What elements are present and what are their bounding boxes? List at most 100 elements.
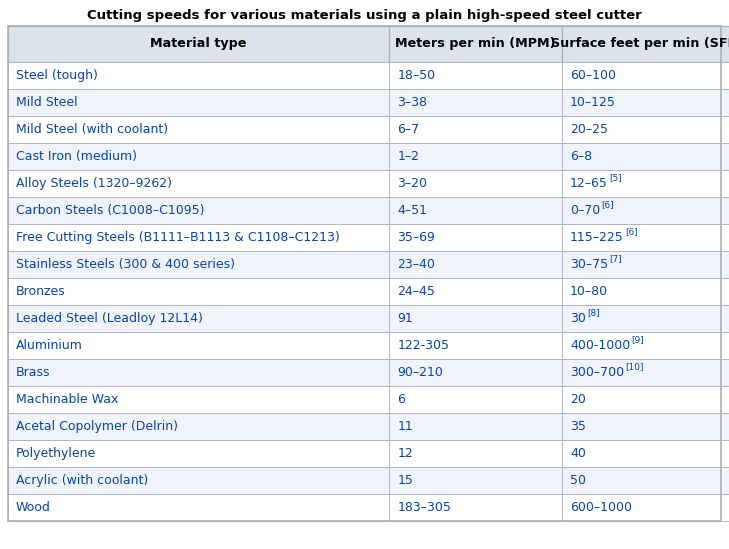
Bar	[8, 62, 389, 89]
Text: 122-305: 122-305	[397, 339, 450, 352]
Text: 115–225: 115–225	[570, 231, 624, 244]
Bar	[389, 413, 562, 440]
Bar	[8, 143, 389, 170]
Text: Cutting speeds for various materials using a plain high-speed steel cutter: Cutting speeds for various materials usi…	[87, 8, 642, 21]
Bar	[562, 305, 729, 332]
Bar	[389, 251, 562, 278]
Text: 35–69: 35–69	[397, 231, 435, 244]
Bar	[562, 26, 729, 62]
Text: 30: 30	[570, 312, 586, 325]
Bar	[8, 413, 389, 440]
Bar	[389, 278, 562, 305]
Text: 60–100: 60–100	[570, 69, 616, 82]
Text: Meters per min (MPM): Meters per min (MPM)	[395, 37, 556, 51]
Bar	[389, 359, 562, 386]
Text: Acrylic (with coolant): Acrylic (with coolant)	[16, 474, 148, 487]
Bar	[8, 89, 389, 116]
Bar	[8, 26, 389, 62]
Text: 12–65: 12–65	[570, 177, 608, 190]
Bar	[8, 224, 389, 251]
Text: Aluminium: Aluminium	[16, 339, 83, 352]
Bar	[562, 494, 729, 521]
Text: Brass: Brass	[16, 366, 50, 379]
Bar	[8, 197, 389, 224]
Text: Bronzes: Bronzes	[16, 285, 66, 298]
Bar	[562, 278, 729, 305]
Text: 11: 11	[397, 420, 413, 433]
Text: [6]: [6]	[625, 227, 637, 236]
Text: [9]: [9]	[631, 335, 644, 344]
Bar	[8, 386, 389, 413]
Bar	[8, 170, 389, 197]
Text: Surface feet per min (SFM): Surface feet per min (SFM)	[550, 37, 729, 51]
Text: 400-1000: 400-1000	[570, 339, 631, 352]
Bar	[562, 359, 729, 386]
Text: Machinable Wax: Machinable Wax	[16, 393, 118, 406]
Bar	[562, 251, 729, 278]
Text: 30–75: 30–75	[570, 258, 608, 271]
Text: 35: 35	[570, 420, 586, 433]
Bar	[8, 359, 389, 386]
Bar	[562, 386, 729, 413]
Text: 20–25: 20–25	[570, 123, 608, 136]
Bar	[389, 467, 562, 494]
Text: 6–8: 6–8	[570, 150, 592, 163]
Bar	[8, 467, 389, 494]
Text: 50: 50	[570, 474, 586, 487]
Text: 10–80: 10–80	[570, 285, 608, 298]
Bar	[389, 116, 562, 143]
Bar	[562, 224, 729, 251]
Text: 1–2: 1–2	[397, 150, 419, 163]
Bar	[8, 278, 389, 305]
Text: Wood: Wood	[16, 501, 51, 514]
Text: Material type: Material type	[150, 37, 247, 51]
Text: [7]: [7]	[609, 254, 622, 263]
Text: 300–700: 300–700	[570, 366, 624, 379]
Text: [10]: [10]	[625, 362, 644, 371]
Text: Free Cutting Steels (B1111–B1113 & C1108–C1213): Free Cutting Steels (B1111–B1113 & C1108…	[16, 231, 340, 244]
Text: Mild Steel: Mild Steel	[16, 96, 77, 109]
Bar	[562, 89, 729, 116]
Text: [5]: [5]	[609, 173, 622, 182]
Text: 23–40: 23–40	[397, 258, 435, 271]
Bar	[389, 197, 562, 224]
Bar	[562, 197, 729, 224]
Text: 20: 20	[570, 393, 586, 406]
Text: 3–38: 3–38	[397, 96, 427, 109]
Text: 3–20: 3–20	[397, 177, 427, 190]
Bar	[389, 386, 562, 413]
Bar	[562, 143, 729, 170]
Bar	[562, 170, 729, 197]
Text: Alloy Steels (1320–9262): Alloy Steels (1320–9262)	[16, 177, 172, 190]
Bar	[562, 440, 729, 467]
Bar	[8, 116, 389, 143]
Text: Carbon Steels (C1008–C1095): Carbon Steels (C1008–C1095)	[16, 204, 205, 217]
Bar	[8, 305, 389, 332]
Text: 6–7: 6–7	[397, 123, 420, 136]
Text: Cast Iron (medium): Cast Iron (medium)	[16, 150, 137, 163]
Text: 10–125: 10–125	[570, 96, 616, 109]
Text: [6]: [6]	[601, 200, 614, 209]
Bar	[389, 305, 562, 332]
Bar	[389, 440, 562, 467]
Bar	[8, 332, 389, 359]
Text: 183–305: 183–305	[397, 501, 451, 514]
Bar	[389, 170, 562, 197]
Bar	[562, 413, 729, 440]
Bar	[8, 440, 389, 467]
Text: 90–210: 90–210	[397, 366, 443, 379]
Text: Mild Steel (with coolant): Mild Steel (with coolant)	[16, 123, 168, 136]
Text: 0–70: 0–70	[570, 204, 600, 217]
Text: 24–45: 24–45	[397, 285, 435, 298]
Text: Stainless Steels (300 & 400 series): Stainless Steels (300 & 400 series)	[16, 258, 235, 271]
Bar	[389, 494, 562, 521]
Bar	[389, 143, 562, 170]
Text: [8]: [8]	[587, 308, 600, 317]
Text: 18–50: 18–50	[397, 69, 436, 82]
Bar	[389, 62, 562, 89]
Text: Acetal Copolymer (Delrin): Acetal Copolymer (Delrin)	[16, 420, 178, 433]
Bar	[8, 494, 389, 521]
Bar	[389, 89, 562, 116]
Text: Polyethylene: Polyethylene	[16, 447, 96, 460]
Text: 12: 12	[397, 447, 413, 460]
